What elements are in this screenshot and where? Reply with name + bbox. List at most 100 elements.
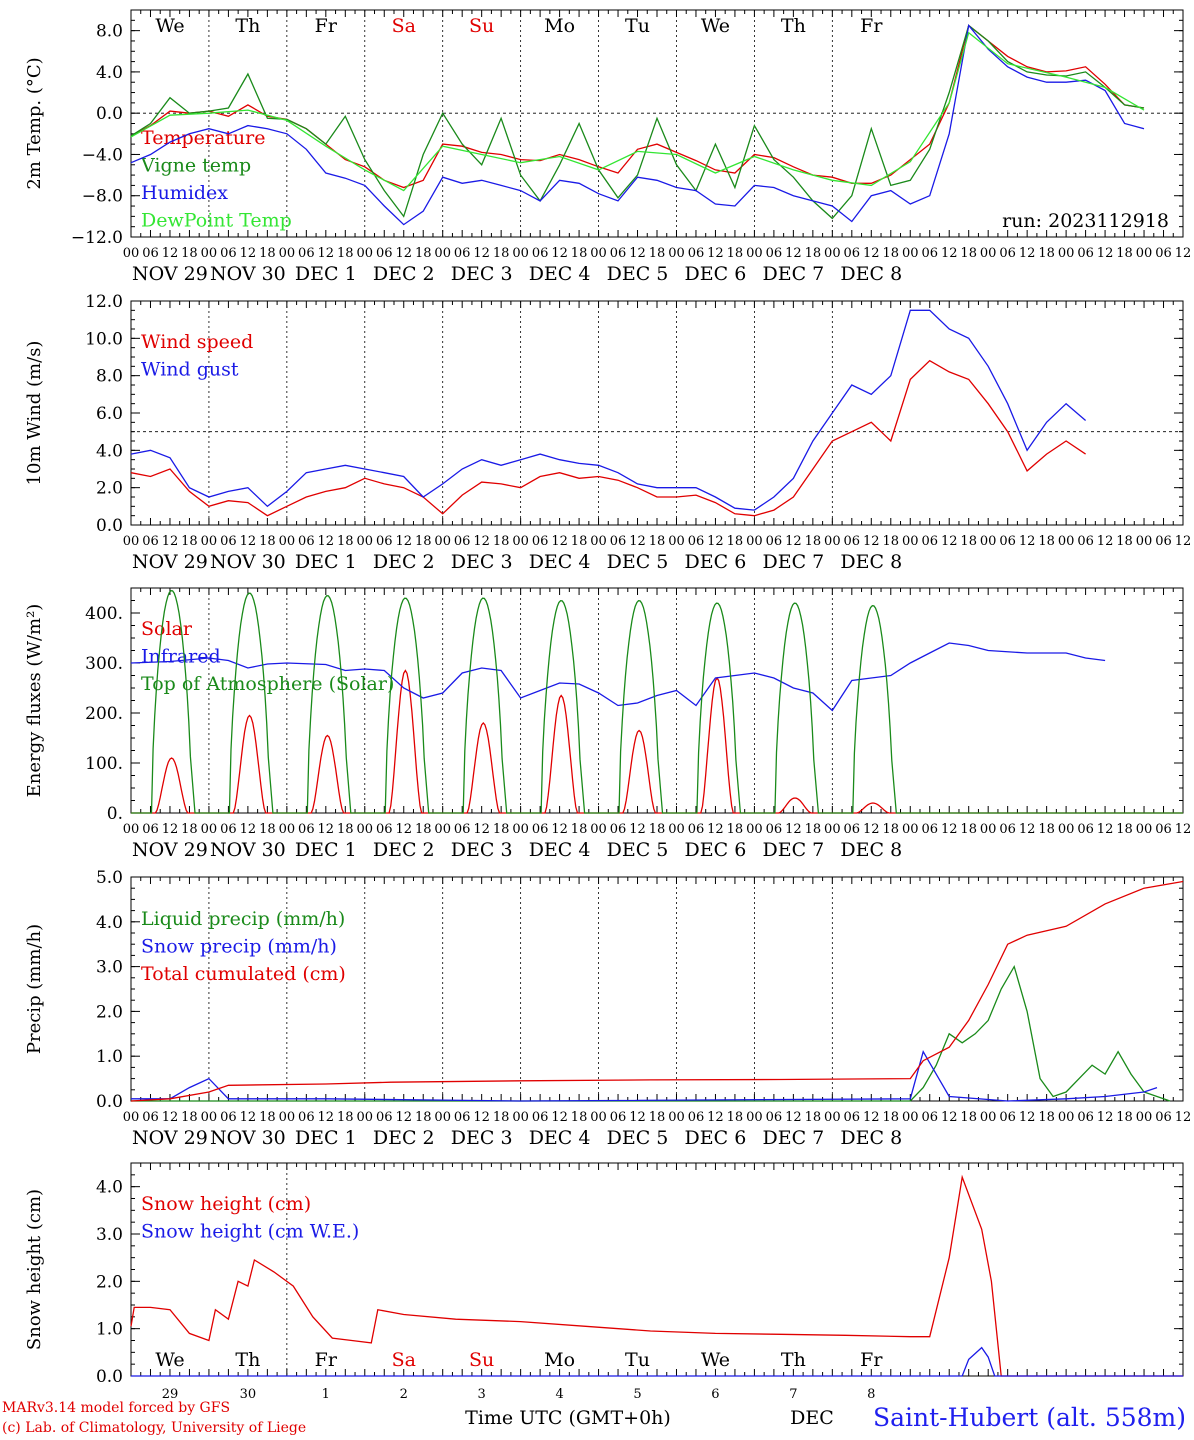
- hour-label: 06: [454, 246, 471, 261]
- hour-label: 12: [941, 534, 958, 549]
- date-label: DEC 8: [840, 551, 902, 573]
- hour-label: 06: [766, 1110, 783, 1125]
- hour-label: 18: [649, 822, 666, 837]
- hour-label: 18: [337, 534, 354, 549]
- hour-label: 12: [395, 534, 412, 549]
- hour-label: 00: [980, 1110, 997, 1125]
- hour-label: 06: [688, 534, 705, 549]
- series-line: [131, 590, 1183, 814]
- hour-label: 06: [376, 822, 393, 837]
- hour-label: 06: [610, 534, 627, 549]
- hour-label: 12: [318, 822, 335, 837]
- series-line: [130, 880, 1184, 1102]
- hour-label: 18: [1038, 822, 1055, 837]
- date-label: NOV 29: [132, 551, 208, 573]
- hour-label: 18: [960, 246, 977, 261]
- hour-label: 06: [688, 1110, 705, 1125]
- legend-entry: Humidex: [141, 182, 228, 204]
- weekday-label: Mo: [544, 1349, 575, 1371]
- y-tick-label: 0.0: [96, 1092, 123, 1112]
- weekday-label: Sa: [392, 15, 416, 37]
- hour-label: 00: [201, 246, 218, 261]
- weekday-label: Tu: [625, 1349, 650, 1371]
- hour-label: 18: [649, 534, 666, 549]
- legend-entry: Wind gust: [141, 359, 239, 381]
- hour-label: 12: [395, 246, 412, 261]
- y-tick-label: −12.0: [71, 228, 123, 248]
- series-line: [130, 309, 1087, 511]
- date-label: NOV 30: [210, 1127, 286, 1149]
- hour-label: 18: [883, 534, 900, 549]
- hour-label: 06: [688, 822, 705, 837]
- legend-entry: Wind speed: [141, 331, 253, 353]
- hour-label: 00: [590, 246, 607, 261]
- hour-label: 00: [824, 534, 841, 549]
- weekday-label: Fr: [315, 1349, 338, 1371]
- date-number-label: 7: [789, 1387, 797, 1402]
- date-label: DEC 7: [762, 263, 824, 285]
- hour-label: 06: [298, 822, 315, 837]
- series-line: [131, 964, 1171, 1102]
- hour-label: 12: [1175, 246, 1192, 261]
- hour-label: 06: [766, 246, 783, 261]
- date-label: DEC 3: [451, 263, 513, 285]
- hour-label: 12: [785, 534, 802, 549]
- date-number-label: 29: [162, 1387, 179, 1402]
- hour-label: 00: [357, 246, 374, 261]
- hour-label: 18: [493, 246, 510, 261]
- hour-label: 06: [999, 822, 1016, 837]
- hour-label: 18: [571, 822, 588, 837]
- hour-label: 00: [434, 246, 451, 261]
- hour-label: 12: [551, 534, 568, 549]
- hour-label: 12: [1175, 1110, 1192, 1125]
- hour-label: 12: [473, 822, 490, 837]
- hour-label: 06: [376, 1110, 393, 1125]
- hour-label: 00: [279, 246, 296, 261]
- hour-label: 06: [844, 822, 861, 837]
- hour-label: 00: [902, 1110, 919, 1125]
- hour-label: 12: [240, 822, 257, 837]
- date-label: NOV 30: [210, 551, 286, 573]
- hour-label: 00: [902, 822, 919, 837]
- hour-label: 12: [707, 822, 724, 837]
- date-label: DEC 8: [840, 263, 902, 285]
- legend-entry: Snow precip (mm/h): [141, 936, 337, 958]
- hour-label: 18: [805, 822, 822, 837]
- y-tick-label: 4.0: [96, 1178, 123, 1198]
- hour-label: 06: [1077, 1110, 1094, 1125]
- date-label: DEC 6: [685, 839, 747, 861]
- hour-label: 00: [1058, 822, 1075, 837]
- hour-label: 12: [551, 822, 568, 837]
- weekday-label: Fr: [860, 15, 883, 37]
- hour-label: 18: [1038, 246, 1055, 261]
- date-label: DEC 1: [295, 1127, 357, 1149]
- hour-label: 06: [454, 534, 471, 549]
- weekday-label: We: [155, 1349, 184, 1371]
- hour-label: 06: [766, 822, 783, 837]
- hour-label: 12: [863, 246, 880, 261]
- legend-entry: Temperature: [141, 127, 265, 149]
- hour-label: 06: [610, 822, 627, 837]
- hour-label: 18: [181, 1110, 198, 1125]
- y-tick-label: 8.0: [96, 367, 123, 387]
- plot-frame: [130, 300, 1184, 526]
- hour-label: 18: [337, 1110, 354, 1125]
- hour-label: 18: [883, 246, 900, 261]
- hour-label: 18: [571, 246, 588, 261]
- hour-label: 12: [863, 1110, 880, 1125]
- hour-label: 12: [162, 822, 179, 837]
- weekday-label: Sa: [392, 1349, 416, 1371]
- hour-label: 06: [220, 822, 237, 837]
- hour-label: 06: [298, 534, 315, 549]
- hour-label: 00: [123, 534, 140, 549]
- hour-label: 18: [415, 1110, 432, 1125]
- hour-label: 00: [668, 1110, 685, 1125]
- y-tick-label: 8.0: [96, 22, 123, 42]
- date-label: NOV 30: [210, 263, 286, 285]
- hour-label: 00: [123, 822, 140, 837]
- hour-label: 06: [532, 822, 549, 837]
- date-label: DEC 2: [373, 1127, 435, 1149]
- hour-label: 06: [1077, 534, 1094, 549]
- hour-label: 18: [649, 246, 666, 261]
- hour-label: 18: [1038, 534, 1055, 549]
